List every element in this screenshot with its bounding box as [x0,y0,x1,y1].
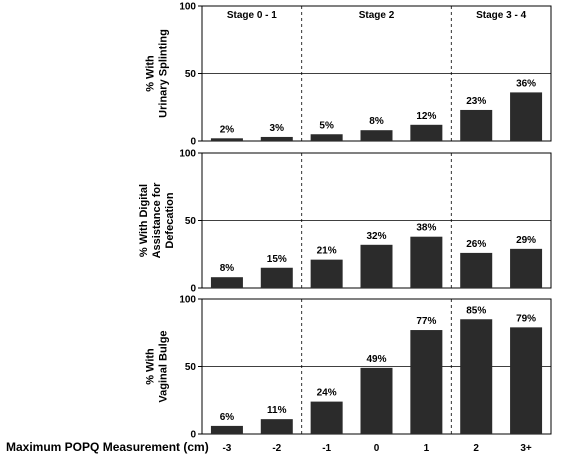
data-label: 8% [369,116,384,127]
y-axis-label: % With Digital [138,184,150,257]
y-tick-label: 0 [190,430,196,441]
data-label: 49% [366,354,386,365]
data-label: 26% [466,239,486,250]
y-axis-label: % With [145,55,157,92]
stage-label: Stage 2 [359,10,395,21]
y-tick-label: 100 [179,295,196,306]
bar [310,259,343,288]
data-label: 38% [416,223,436,234]
data-label: 11% [267,405,287,416]
y-axis-label: % With [145,348,157,385]
data-label: 32% [366,231,386,242]
bar [210,425,243,434]
data-label: 5% [319,120,334,131]
y-axis-label: Defecation [164,192,176,249]
x-tick-label: -3 [222,443,231,454]
bar [460,109,493,141]
bar [410,236,443,288]
y-tick-label: 0 [190,137,196,148]
y-tick-label: 100 [179,2,196,13]
data-label: 21% [317,246,337,257]
x-tick-label: 3+ [520,443,532,454]
data-label: 77% [416,316,436,327]
bar [360,367,393,434]
data-label: 24% [317,388,337,399]
x-tick-label: 2 [473,443,479,454]
data-label: 23% [466,96,486,107]
bar [260,136,293,141]
data-label: 29% [516,235,536,246]
bar [460,319,493,434]
data-label: 12% [416,111,436,122]
stage-label: Stage 0 - 1 [227,10,277,21]
y-tick-label: 0 [190,284,196,295]
bar [360,130,393,141]
y-tick-label: 100 [179,149,196,160]
bar [310,401,343,434]
data-label: 36% [516,78,536,89]
x-tick-label: -1 [322,443,331,454]
y-axis-label: Urinary Splinting [158,29,170,118]
x-axis-title: Maximum POPQ Measurement (cm) [6,440,209,454]
bar [260,267,293,288]
data-label: 3% [270,123,285,134]
y-axis-label: Assistance for [151,182,163,259]
data-label: 6% [220,412,235,423]
bar [510,327,543,434]
bar [310,134,343,141]
y-tick-label: 50 [185,216,197,227]
bar [210,277,243,288]
bar [460,252,493,288]
y-tick-label: 50 [185,362,197,373]
bar [410,330,443,434]
bar [210,138,243,141]
data-label: 85% [466,305,486,316]
x-tick-label: -2 [272,443,281,454]
y-tick-label: 50 [185,69,197,80]
bar [510,92,543,141]
bar [410,124,443,141]
data-label: 2% [220,124,235,135]
x-tick-label: 1 [424,443,430,454]
y-axis-label: Vaginal Bulge [158,330,170,402]
bar [510,248,543,288]
data-label: 79% [516,313,536,324]
x-tick-label: 0 [374,443,380,454]
stage-label: Stage 3 - 4 [476,10,526,21]
bar [360,244,393,288]
data-label: 8% [220,263,235,274]
data-label: 15% [267,254,287,265]
bar [260,419,293,434]
